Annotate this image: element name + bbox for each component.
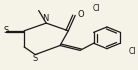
Text: S: S bbox=[4, 26, 9, 35]
Text: Cl: Cl bbox=[129, 47, 136, 56]
Text: S: S bbox=[33, 54, 38, 63]
Text: N: N bbox=[42, 14, 48, 23]
Text: O: O bbox=[77, 10, 84, 18]
Text: Cl: Cl bbox=[92, 4, 100, 13]
